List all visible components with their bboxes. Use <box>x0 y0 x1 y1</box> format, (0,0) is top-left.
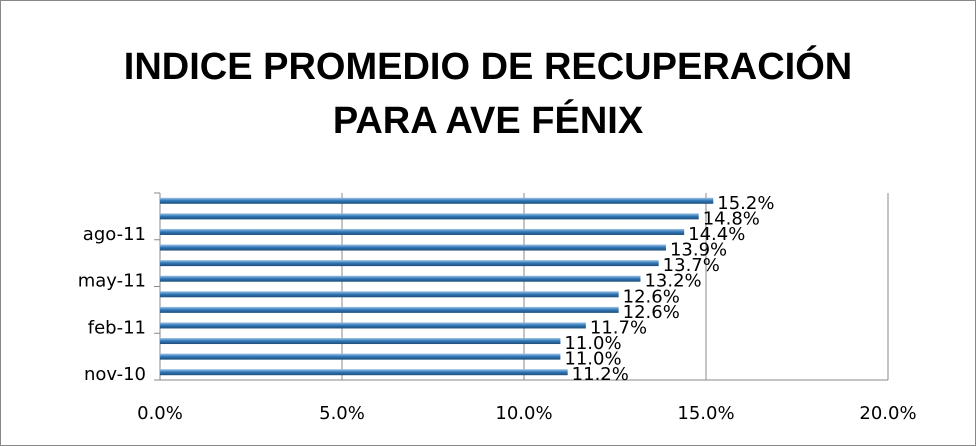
bar <box>160 322 586 329</box>
bar <box>160 353 561 360</box>
bar <box>160 306 619 313</box>
y-tick-label: ago-11 <box>83 224 146 245</box>
bar <box>160 228 685 235</box>
chart-title: INDICE PROMEDIO DE RECUPERACIÓN PARA AVE… <box>123 46 853 142</box>
y-tick-label: may-11 <box>78 271 146 292</box>
value-label: 11.0% <box>564 333 621 354</box>
x-tick-label: 0.0% <box>137 403 183 424</box>
x-tick-label: 20.0% <box>859 403 916 424</box>
y-tick-label: feb-11 <box>88 317 146 338</box>
bar <box>160 197 714 204</box>
x-tick-label: 5.0% <box>319 403 365 424</box>
bar <box>160 291 619 298</box>
bar <box>160 213 699 220</box>
value-label: 15.2% <box>717 193 774 214</box>
bar <box>160 275 641 282</box>
x-tick-label: 10.0% <box>495 403 552 424</box>
bar <box>160 338 561 345</box>
value-label: 11.7% <box>590 317 647 338</box>
value-label: 13.7% <box>663 255 720 276</box>
bar <box>160 369 568 376</box>
y-tick-label: nov-10 <box>84 364 146 385</box>
value-label: 13.9% <box>670 240 727 261</box>
value-label: 12.6% <box>623 302 680 323</box>
value-label: 11.2% <box>572 364 629 385</box>
value-label: 14.8% <box>703 208 760 229</box>
bar <box>160 244 666 251</box>
value-label: 11.0% <box>564 349 621 370</box>
x-tick-label: 15.0% <box>677 403 734 424</box>
value-label: 12.6% <box>623 286 680 307</box>
bar <box>160 260 659 267</box>
value-label: 13.2% <box>644 271 701 292</box>
value-label: 14.4% <box>688 224 745 245</box>
